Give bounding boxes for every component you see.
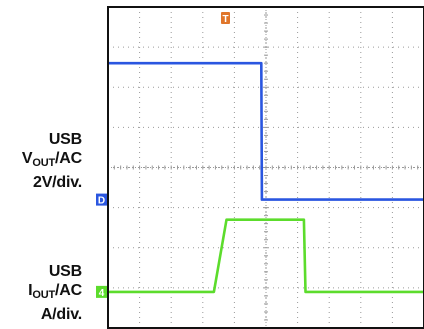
channel1-scale: 2V/div. — [33, 174, 82, 191]
channel1-label: USB VOUT/AC 2V/div. — [22, 130, 82, 192]
plot-frame — [107, 6, 424, 329]
channel2-scale: A/div. — [40, 306, 82, 323]
ch1-marker-icon — [96, 193, 107, 206]
grid-lines — [108, 7, 424, 328]
ch2-marker-icon — [96, 285, 107, 298]
trigger-marker-icon — [221, 12, 230, 24]
trigger-marker-label: T — [222, 14, 228, 25]
channel2-label-sub: OUT — [32, 289, 56, 301]
channel2-label-main: I — [28, 282, 33, 299]
waveform-traces — [108, 61, 424, 294]
ch2-marker-label: 4 — [99, 288, 105, 299]
channel1-label-line2: VOUT/AC — [22, 149, 82, 173]
channel2-label-tail: /AC — [55, 282, 82, 299]
channel1-label-tail: /AC — [55, 150, 82, 167]
channel2-label-line1: USB — [48, 263, 82, 280]
channel2-label: USB IOUT/AC A/div. — [28, 262, 82, 324]
channel2-label-line2: IOUT/AC — [28, 281, 82, 305]
channel1-label-main: V — [21, 150, 33, 167]
ch1-marker-label: D — [98, 196, 105, 207]
waveform-ch1 — [108, 61, 424, 201]
waveform-ch2 — [108, 218, 424, 294]
channel1-label-sub: OUT — [32, 157, 56, 169]
channel-markers: T D 4 — [96, 12, 230, 299]
channel1-label-line1: USB — [48, 131, 82, 148]
